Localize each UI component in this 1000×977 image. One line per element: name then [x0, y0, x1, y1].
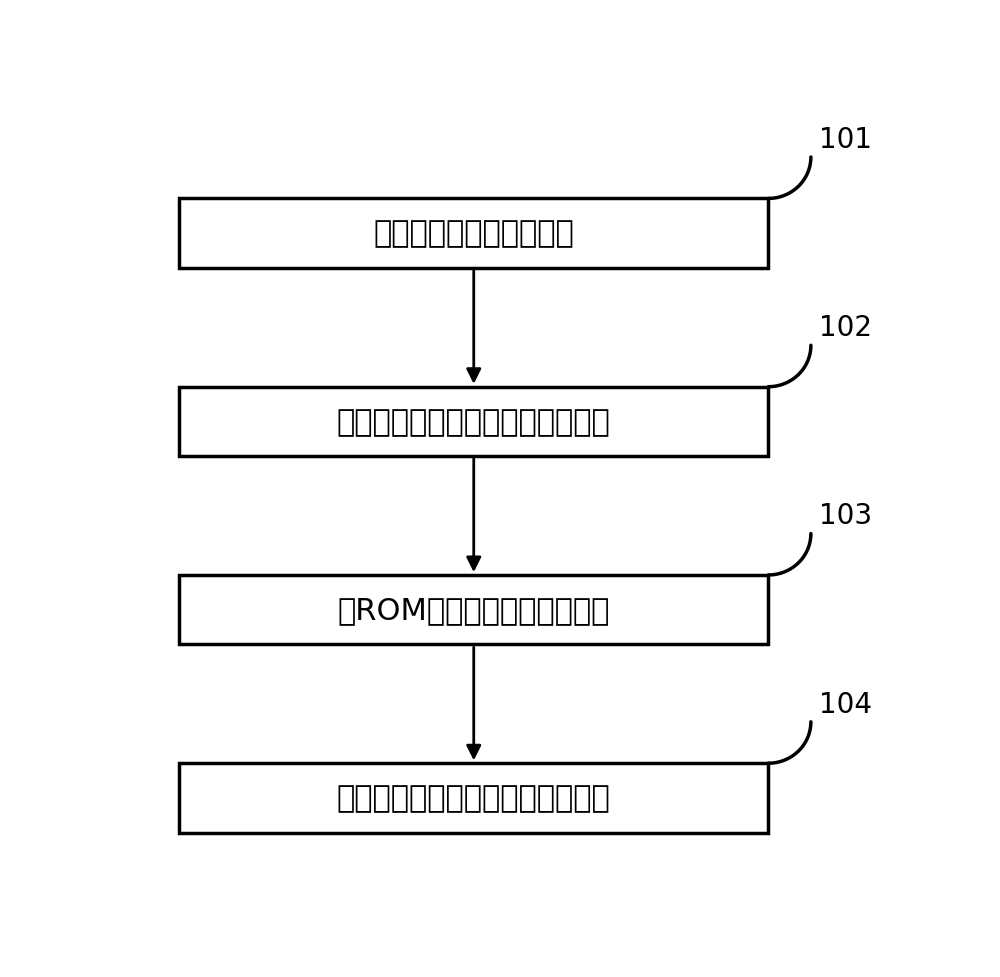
- FancyBboxPatch shape: [179, 763, 768, 832]
- FancyBboxPatch shape: [179, 199, 768, 269]
- Text: 103: 103: [819, 502, 872, 530]
- FancyBboxPatch shape: [179, 575, 768, 645]
- Text: 将ROM移植到原始内核代码中: 将ROM移植到原始内核代码中: [338, 596, 610, 624]
- FancyBboxPatch shape: [179, 387, 768, 456]
- Text: 获得移动终端的内核代码: 获得移动终端的内核代码: [373, 220, 574, 248]
- Text: 101: 101: [819, 126, 872, 153]
- Text: 破解内核代码，获得原始内核代码: 破解内核代码，获得原始内核代码: [337, 407, 611, 437]
- Text: 102: 102: [819, 314, 872, 342]
- Text: 对移植后的原始内核代码进行编译: 对移植后的原始内核代码进行编译: [337, 784, 611, 813]
- Text: 104: 104: [819, 690, 872, 718]
